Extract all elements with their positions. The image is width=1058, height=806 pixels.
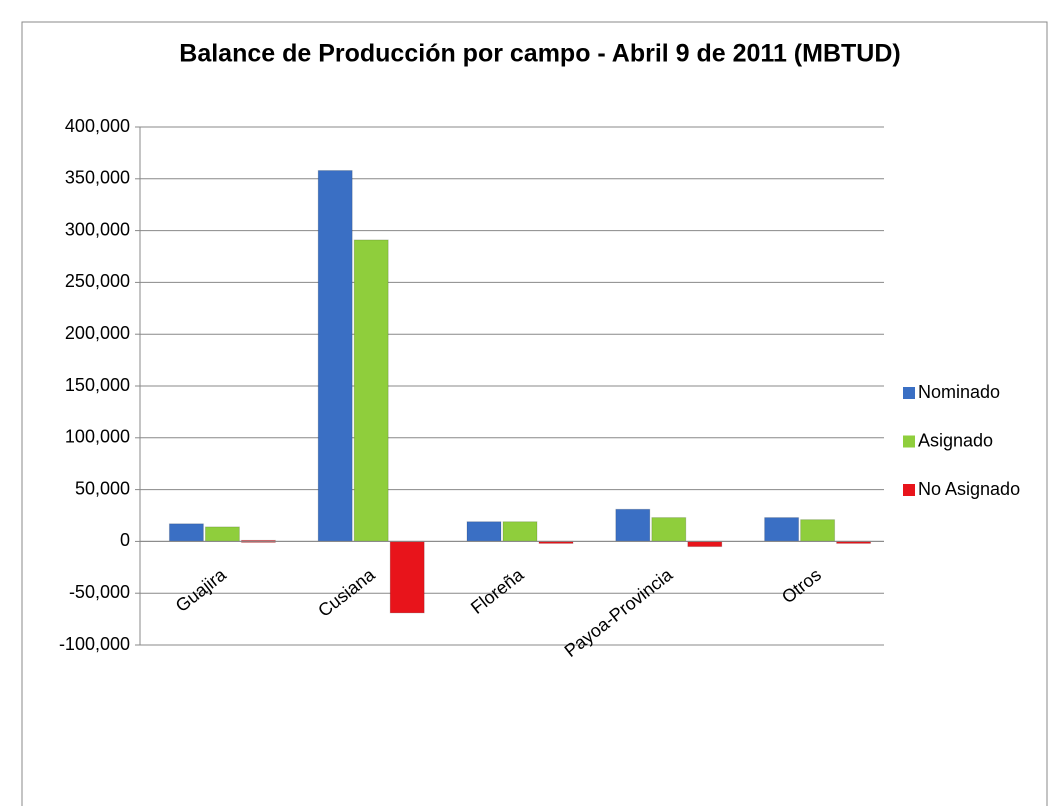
bar [317,170,353,542]
legend-label: Nominado [918,382,1000,402]
bar [764,517,800,542]
y-tick-label: -100,000 [59,634,130,654]
y-tick-label: 150,000 [65,375,130,395]
bar [502,521,538,542]
legend-label: No Asignado [918,479,1020,499]
legend-swatch [903,435,915,448]
legend-label: Asignado [918,430,993,450]
y-tick-label: 100,000 [65,427,130,447]
bar [800,519,836,542]
legend-swatch [903,484,915,496]
chart-border [21,21,1048,806]
bar [615,508,651,542]
legend-swatch [903,387,915,399]
y-tick-label: 200,000 [65,323,130,343]
y-tick-label: -50,000 [69,582,130,602]
y-tick-label: 0 [120,530,130,550]
chart-title: Balance de Producción por campo - Abril … [179,40,900,68]
y-tick-label: 350,000 [65,168,130,188]
y-tick-label: 300,000 [65,219,130,239]
bar [466,521,502,542]
y-tick-label: 250,000 [65,271,130,291]
y-tick-label: 400,000 [65,116,130,136]
bar [687,540,723,548]
bar [651,517,687,542]
bar [204,526,240,542]
bar [353,239,389,542]
bar [168,523,204,542]
y-tick-label: 50,000 [75,478,130,498]
bar [389,540,425,614]
